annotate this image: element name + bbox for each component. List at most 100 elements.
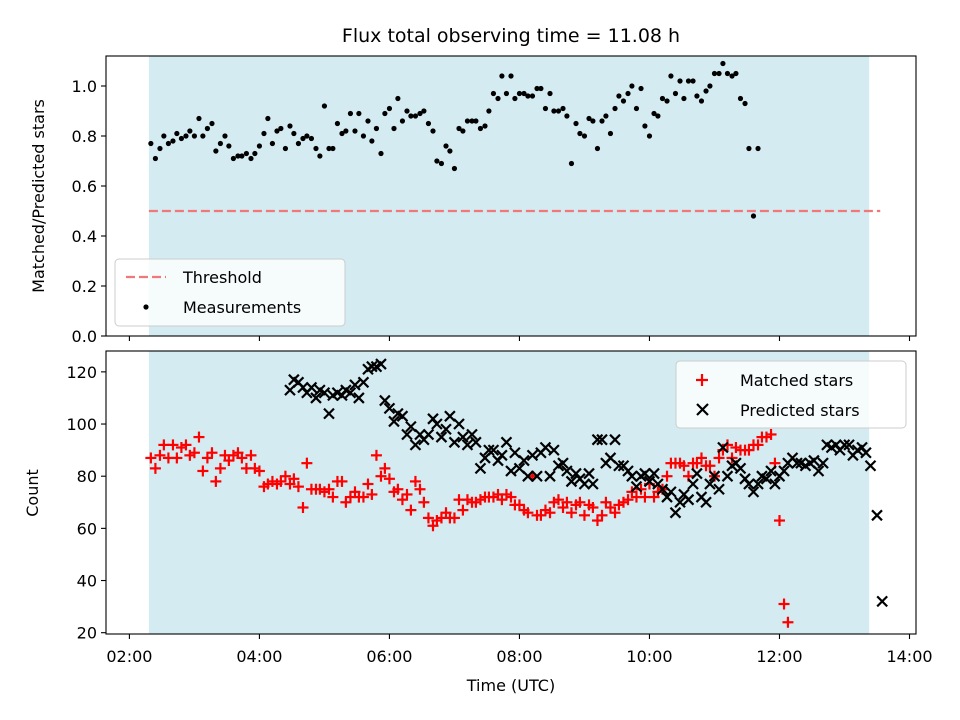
- y-tick-label: 120: [66, 363, 97, 382]
- measurement-point: [373, 125, 380, 132]
- legend-predicted-label: Predicted stars: [740, 401, 860, 420]
- matched-star-point: [587, 501, 599, 513]
- measurement-point: [638, 85, 644, 92]
- measurement-point: [456, 125, 462, 132]
- predicted-star-point: [648, 467, 660, 480]
- predicted-star-point: [682, 493, 695, 506]
- predicted-star-point: [470, 436, 482, 449]
- measurement-point: [486, 108, 492, 114]
- x-axis-ticks-bottom: 02:00 04:00 06:00 08:00 10:00 12:00 14:00: [106, 634, 933, 666]
- chart-title: Flux total observing time = 11.08 h: [342, 25, 680, 47]
- measurement-point: [356, 110, 362, 117]
- matched-star-point: [505, 491, 517, 503]
- measurement-point: [451, 165, 458, 172]
- matched-star-point: [392, 483, 404, 495]
- matched-star-point: [245, 449, 257, 461]
- measurement-point: [256, 143, 263, 149]
- measurement-point: [664, 98, 670, 104]
- measurement-point: [694, 93, 700, 99]
- measurement-point: [248, 155, 254, 162]
- measurement-point: [291, 130, 297, 137]
- matched-star-point: [206, 447, 218, 459]
- predicted-star-point: [409, 439, 422, 451]
- predicted-star-point: [548, 444, 560, 456]
- measurement-point: [200, 133, 206, 139]
- measurement-point: [187, 128, 193, 134]
- predicted-star-point: [778, 465, 790, 477]
- measurement-point: [152, 155, 159, 162]
- measurement-point: [243, 150, 250, 157]
- matched-star-point: [366, 488, 378, 500]
- measurement-point: [460, 128, 466, 134]
- measurement-point: [339, 130, 345, 137]
- legend-bottom-box: [675, 360, 907, 429]
- measurement-point: [581, 133, 588, 139]
- predicted-star-point: [609, 433, 621, 446]
- predicted-star-point: [578, 478, 591, 490]
- measurement-point: [599, 118, 605, 124]
- predicted-star-point: [691, 467, 703, 480]
- predicted-star-point: [769, 478, 781, 490]
- measurement-point: [412, 113, 419, 119]
- y-axis-label-ratio: Matched/Predicted stars: [29, 99, 48, 293]
- predicted-star-point: [765, 465, 777, 477]
- measurement-point: [330, 145, 336, 152]
- matched-star-point: [297, 501, 309, 513]
- predicted-star-point: [396, 410, 409, 422]
- predicted-star-point: [483, 444, 495, 456]
- measurement-point: [434, 158, 440, 164]
- measurement-point: [516, 90, 523, 97]
- measurement-point: [365, 118, 371, 124]
- matched-star-point: [414, 483, 426, 495]
- measurement-point: [482, 123, 488, 129]
- predicted-star-point: [431, 418, 443, 430]
- predicted-star-point: [665, 486, 677, 498]
- predicted-star-point: [639, 467, 651, 480]
- predicted-star-point: [561, 465, 573, 477]
- measurement-point: [469, 118, 475, 124]
- predicted-star-point: [526, 449, 539, 462]
- matched-star-point: [362, 478, 374, 490]
- measurement-point: [668, 73, 674, 79]
- y-axis-ticks-bottom: 20 40 60 80 100 120: [66, 363, 106, 643]
- predicted-star-point: [323, 407, 335, 420]
- predicted-star-point: [704, 478, 716, 490]
- predicted-star-point: [466, 428, 478, 441]
- measurement-point: [564, 113, 570, 119]
- predicted-star-point: [453, 418, 465, 430]
- measurement-point: [183, 133, 189, 139]
- y-axis-ticks-top: 0.0 0.2 0.4 0.6 0.8 1.0: [72, 77, 106, 346]
- predicted-star-point: [808, 454, 820, 467]
- measurement-point: [334, 120, 341, 127]
- matched-star-point: [383, 473, 395, 485]
- predicted-star-point: [643, 475, 656, 488]
- predicted-star-point: [674, 496, 686, 509]
- y-tick-label: 0.2: [72, 277, 97, 296]
- predicted-star-point: [457, 431, 469, 443]
- panel-count: 20 40 60 80 100 120 02:00 04:00 06:00 08:00 10:00…: [23, 350, 933, 695]
- predicted-star-point: [388, 415, 400, 428]
- predicted-star-point: [405, 420, 417, 433]
- measurement-point: [729, 73, 735, 79]
- matched-star-point: [721, 439, 733, 451]
- matched-star-point: [704, 460, 716, 472]
- matched-star-point: [565, 507, 577, 519]
- predicted-star-point: [310, 392, 322, 404]
- measurement-point: [209, 120, 215, 127]
- measurement-point: [447, 148, 453, 154]
- measurement-point: [646, 133, 653, 139]
- legend-matched-label: Matched stars: [740, 371, 853, 390]
- measurement-point: [755, 145, 761, 152]
- measurement-point: [703, 88, 709, 94]
- predicted-star-point: [812, 465, 825, 477]
- matched-star-point: [448, 512, 460, 524]
- panel-ratio-frame: [105, 55, 917, 337]
- matched-star-point: [180, 439, 192, 451]
- x-tick-label: 04:00: [236, 647, 282, 666]
- measurement-point: [499, 73, 505, 79]
- x-tick-label: 02:00: [106, 647, 152, 666]
- measurement-point: [399, 118, 406, 124]
- measurement-point: [477, 125, 484, 132]
- measurement-point: [573, 120, 579, 127]
- predicted-star-point: [318, 386, 331, 399]
